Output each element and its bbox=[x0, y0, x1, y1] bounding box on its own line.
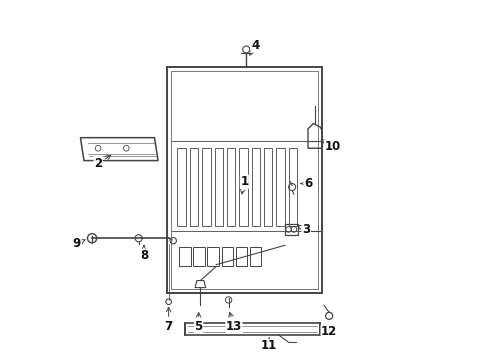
Bar bbox=[249, 247, 261, 266]
Bar bbox=[207, 247, 218, 266]
Text: 13: 13 bbox=[225, 312, 242, 333]
Text: 8: 8 bbox=[140, 246, 148, 262]
Text: 1: 1 bbox=[240, 175, 248, 194]
Bar bbox=[214, 148, 223, 226]
Text: 12: 12 bbox=[321, 325, 337, 338]
Bar bbox=[202, 148, 210, 226]
Bar bbox=[221, 247, 232, 266]
Bar bbox=[193, 247, 204, 266]
Bar bbox=[251, 148, 260, 226]
Text: 11: 11 bbox=[261, 338, 277, 352]
Bar bbox=[285, 224, 298, 235]
Bar bbox=[226, 148, 235, 226]
Text: 6: 6 bbox=[300, 177, 311, 190]
Text: 7: 7 bbox=[164, 307, 172, 333]
Bar bbox=[177, 148, 185, 226]
Text: 10: 10 bbox=[321, 139, 340, 153]
Bar bbox=[264, 148, 272, 226]
Text: 3: 3 bbox=[297, 223, 310, 236]
Bar bbox=[189, 148, 198, 226]
Bar bbox=[239, 148, 247, 226]
Text: 9: 9 bbox=[73, 237, 85, 250]
Bar bbox=[288, 148, 296, 226]
Bar bbox=[276, 148, 284, 226]
Text: 4: 4 bbox=[249, 40, 259, 55]
Bar bbox=[179, 247, 190, 266]
Text: 5: 5 bbox=[194, 312, 203, 333]
Text: 2: 2 bbox=[94, 156, 110, 170]
Bar bbox=[235, 247, 246, 266]
